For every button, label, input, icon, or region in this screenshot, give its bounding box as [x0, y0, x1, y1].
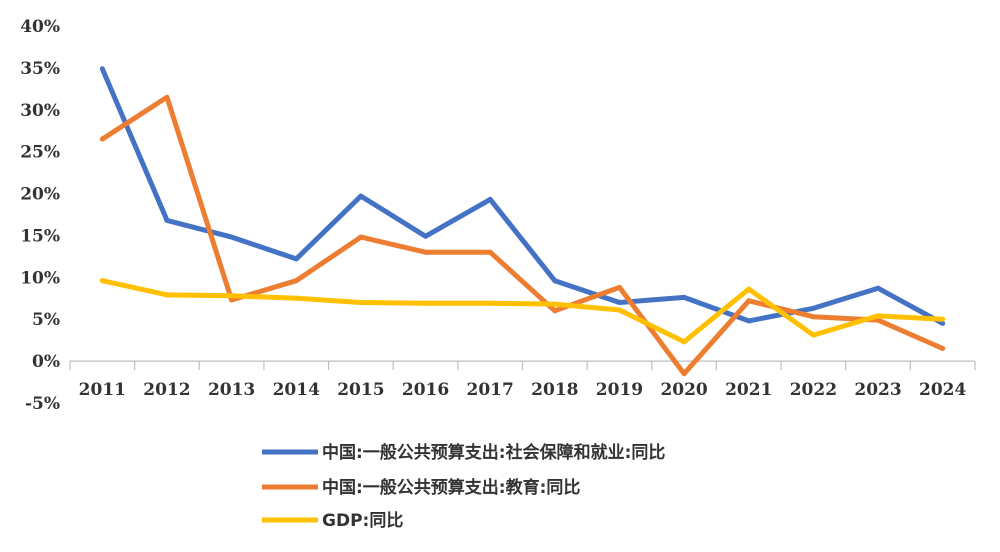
series-1-point: [746, 318, 752, 324]
series-3-point: [875, 313, 881, 319]
series-2-point: [487, 249, 493, 255]
x-tick-label: 2012: [143, 380, 190, 400]
series-3-point: [229, 293, 235, 299]
x-tick-label: 2021: [725, 380, 772, 400]
series-2-point: [99, 136, 105, 142]
series-1-point: [616, 299, 622, 305]
series-3-point: [940, 316, 946, 322]
series-3-point: [423, 300, 429, 306]
legend-label-3: GDP:同比: [322, 510, 403, 531]
series-2-point: [810, 314, 816, 320]
x-tick-label: 2014: [273, 380, 320, 400]
legend-label-1: 中国:一般公共预算支出:社会保障和就业:同比: [322, 442, 665, 463]
series-1-point: [358, 193, 364, 199]
y-axis-ticks: -5% 0% 5% 10% 15% 20% 25% 30% 35% 40%: [20, 17, 60, 414]
series-1-point: [681, 294, 687, 300]
y-tick-label: 10%: [20, 268, 60, 288]
series-1-point: [164, 217, 170, 223]
series-3-point: [293, 295, 299, 301]
y-tick-label: 35%: [20, 59, 60, 79]
series-1-point: [875, 285, 881, 291]
series-3-point: [358, 299, 364, 305]
x-axis: 2011 2012 2013 2014 2015 2016 2017 2018 2019 2020…: [69, 360, 976, 400]
y-tick-label: 0%: [32, 352, 60, 372]
series-3-point: [487, 300, 493, 306]
series-1-point: [552, 278, 558, 284]
x-tick-label: 2020: [660, 380, 707, 400]
series-line-3: [101, 278, 943, 345]
series-3-point: [164, 292, 170, 298]
legend-label-2: 中国:一般公共预算支出:教育:同比: [322, 477, 580, 498]
y-tick-label: 30%: [20, 101, 60, 121]
series-2-point: [681, 371, 687, 377]
x-tick-label: 2016: [402, 380, 449, 400]
x-tick-label: 2018: [531, 380, 578, 400]
series-2-point: [552, 308, 558, 314]
series-2-point: [358, 234, 364, 240]
series-2-point: [164, 94, 170, 100]
series-3-point: [810, 332, 816, 338]
series-1-point: [293, 256, 299, 262]
y-tick-label: 15%: [20, 226, 60, 246]
y-tick-label: -5%: [25, 394, 60, 414]
x-tick-label: 2023: [854, 380, 901, 400]
y-tick-label: 20%: [20, 185, 60, 205]
x-tick-label: 2019: [596, 380, 643, 400]
series-line-1: [100, 67, 944, 326]
series-3-point: [681, 339, 687, 345]
series-2-point: [616, 284, 622, 290]
series-3-point: [552, 301, 558, 307]
x-tick-label: 2011: [79, 380, 126, 400]
series-2-point: [293, 278, 299, 284]
series-lines: [99, 66, 946, 377]
series-2-point: [423, 249, 429, 255]
y-tick-label: 40%: [20, 17, 60, 37]
y-tick-label: 25%: [20, 143, 60, 163]
x-tick-label: 2013: [208, 380, 255, 400]
x-tick-label: 2015: [337, 380, 384, 400]
series-1-point: [229, 234, 235, 240]
series-3-point: [616, 307, 622, 313]
series-2-point: [940, 346, 946, 352]
x-tick-label: 2024: [919, 380, 966, 400]
y-tick-label: 5%: [32, 310, 60, 330]
series-1-point: [487, 196, 493, 202]
x-tick-label: 2017: [467, 380, 514, 400]
series-2-point: [746, 298, 752, 304]
series-1-point: [940, 320, 946, 326]
x-tick-label: 2022: [790, 380, 837, 400]
series-2-point: [229, 297, 235, 303]
series-3-point: [746, 286, 752, 292]
series-1-point: [423, 233, 429, 239]
series-1-point: [810, 305, 816, 311]
series-1-point: [99, 66, 105, 72]
series-3-point: [99, 278, 105, 284]
